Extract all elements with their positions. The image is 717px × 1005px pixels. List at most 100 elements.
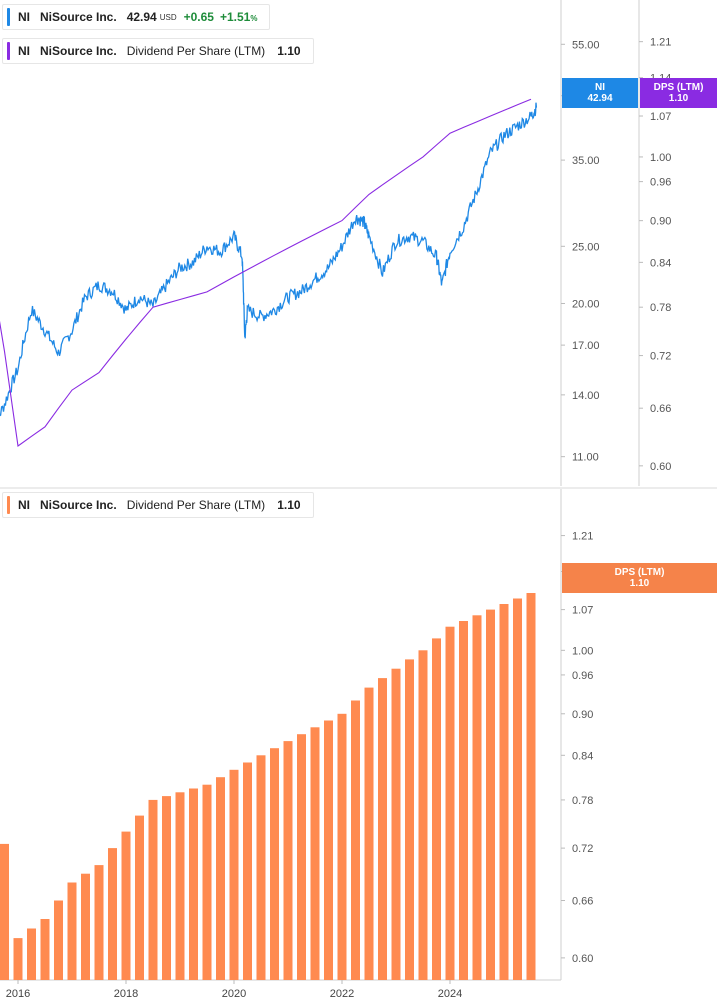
dps-bottom-tag-label: DPS (LTM)	[614, 567, 665, 578]
dps-bar	[175, 792, 185, 980]
legend-price-change: +0.65	[183, 10, 214, 24]
legend-ticker: NI	[18, 10, 30, 24]
legend-currency: USD	[159, 12, 177, 22]
dps-bar	[364, 687, 374, 980]
x-tick-label: 2018	[114, 988, 138, 1000]
dps-bar	[67, 882, 77, 980]
dps-bar	[202, 784, 212, 980]
dps-bar	[189, 788, 198, 980]
bottom-tick-label: 0.72	[572, 843, 593, 855]
dps-bar	[229, 769, 239, 980]
legend-metric-value: 1.10	[277, 498, 301, 512]
dps-bottom-tag: DPS (LTM) 1.10	[562, 563, 717, 593]
x-tick-label: 2016	[6, 988, 30, 1000]
bottom-tick-label: 1.07	[572, 605, 593, 617]
dps-bar	[27, 928, 36, 980]
dps-bar	[526, 593, 536, 980]
right-tick-label: 1.21	[650, 37, 671, 49]
dps-bar	[418, 650, 428, 980]
dps-bar	[432, 638, 441, 980]
left-tick-label: 11.00	[572, 452, 599, 464]
dps-bar	[351, 700, 360, 980]
bottom-tick-label: 0.66	[572, 896, 593, 908]
dps-top-tag-value: 1.10	[668, 93, 689, 104]
dps-bar	[297, 734, 306, 980]
legend-company-name: NiSource Inc.	[40, 10, 117, 24]
right-tick-label: 0.90	[650, 216, 671, 228]
dps-bottom-tag-value: 1.10	[629, 578, 650, 589]
right-tick-label: 0.78	[650, 302, 671, 314]
bottom-tick-label: 0.78	[572, 795, 593, 807]
price-tag-value: 42.94	[587, 93, 613, 104]
dps-bar	[283, 741, 293, 980]
dps-series-line	[0, 98, 532, 447]
dps-bar	[148, 799, 158, 980]
dps-bar	[121, 831, 131, 980]
dps-top-tag: DPS (LTM) 1.10	[640, 78, 717, 108]
dps-bar	[472, 615, 482, 980]
left-tick-label: 14.00	[572, 390, 600, 402]
legend-price-value: 42.94	[126, 10, 157, 24]
bottom-tick-label: 0.84	[572, 750, 593, 762]
dps-bar	[499, 604, 509, 980]
right-tick-label: 0.72	[650, 351, 671, 363]
left-tick-label: 25.00	[572, 241, 600, 253]
legend-price-change-pct: +1.51%	[219, 10, 258, 24]
bottom-tick-label: 0.60	[572, 953, 593, 965]
right-tick-label: 1.07	[650, 111, 671, 123]
dps-bar	[81, 873, 90, 980]
dps-bar	[94, 865, 104, 980]
dps-line-swatch	[7, 42, 10, 60]
legend-ticker: NI	[18, 498, 30, 512]
dps-bar	[0, 843, 9, 980]
legend-metric: Dividend Per Share (LTM)	[126, 44, 266, 58]
dps-bar	[310, 727, 320, 980]
dps-bar	[324, 720, 333, 980]
legend-dps-bottom[interactable]: NI NiSource Inc. Dividend Per Share (LTM…	[2, 492, 314, 518]
bottom-tick-label: 1.21	[572, 531, 593, 543]
dps-bar	[243, 762, 252, 980]
dps-bar	[405, 659, 414, 980]
x-tick-label: 2020	[222, 988, 246, 1000]
dps-bar	[13, 938, 23, 980]
dps-bar	[54, 900, 63, 980]
dps-bar	[40, 919, 50, 980]
legend-company-name: NiSource Inc.	[40, 44, 117, 58]
dps-bar	[162, 796, 171, 980]
legend-company-name: NiSource Inc.	[40, 498, 117, 512]
legend-metric: Dividend Per Share (LTM)	[126, 498, 266, 512]
dps-bar	[337, 713, 347, 980]
left-tick-label: 35.00	[572, 155, 600, 167]
bottom-tick-label: 0.90	[572, 709, 593, 721]
dps-bar	[378, 678, 387, 980]
dps-top-tag-label: DPS (LTM)	[653, 82, 704, 93]
bottom-tick-label: 0.96	[572, 670, 593, 682]
bottom-tick-label: 1.00	[572, 645, 593, 657]
dps-bar	[486, 609, 495, 980]
x-tick-label: 2022	[330, 988, 354, 1000]
x-tick-label: 2024	[438, 988, 462, 1000]
price-tag: NI 42.94	[562, 78, 638, 108]
legend-ticker: NI	[18, 44, 30, 58]
dps-bar	[256, 755, 266, 980]
right-tick-label: 0.66	[650, 403, 671, 415]
dps-bar	[135, 815, 144, 980]
bar-swatch	[7, 496, 10, 514]
right-tick-label: 0.96	[650, 177, 671, 189]
left-tick-label: 55.00	[572, 39, 600, 51]
dps-bar	[513, 598, 522, 980]
right-tick-label: 0.84	[650, 257, 671, 269]
right-tick-label: 1.00	[650, 152, 671, 164]
right-tick-label: 0.60	[650, 461, 671, 473]
dps-bar	[445, 626, 455, 980]
legend-price[interactable]: NI NiSource Inc. 42.94 USD +0.65 +1.51%	[2, 4, 271, 30]
legend-dps-top[interactable]: NI NiSource Inc. Dividend Per Share (LTM…	[2, 38, 314, 64]
price-swatch	[7, 8, 10, 26]
dps-bar	[459, 621, 468, 980]
dps-bar	[391, 668, 401, 980]
dps-bar	[270, 748, 279, 980]
price-series-line	[0, 102, 538, 417]
left-tick-label: 20.00	[572, 298, 600, 310]
legend-metric-value: 1.10	[277, 44, 301, 58]
